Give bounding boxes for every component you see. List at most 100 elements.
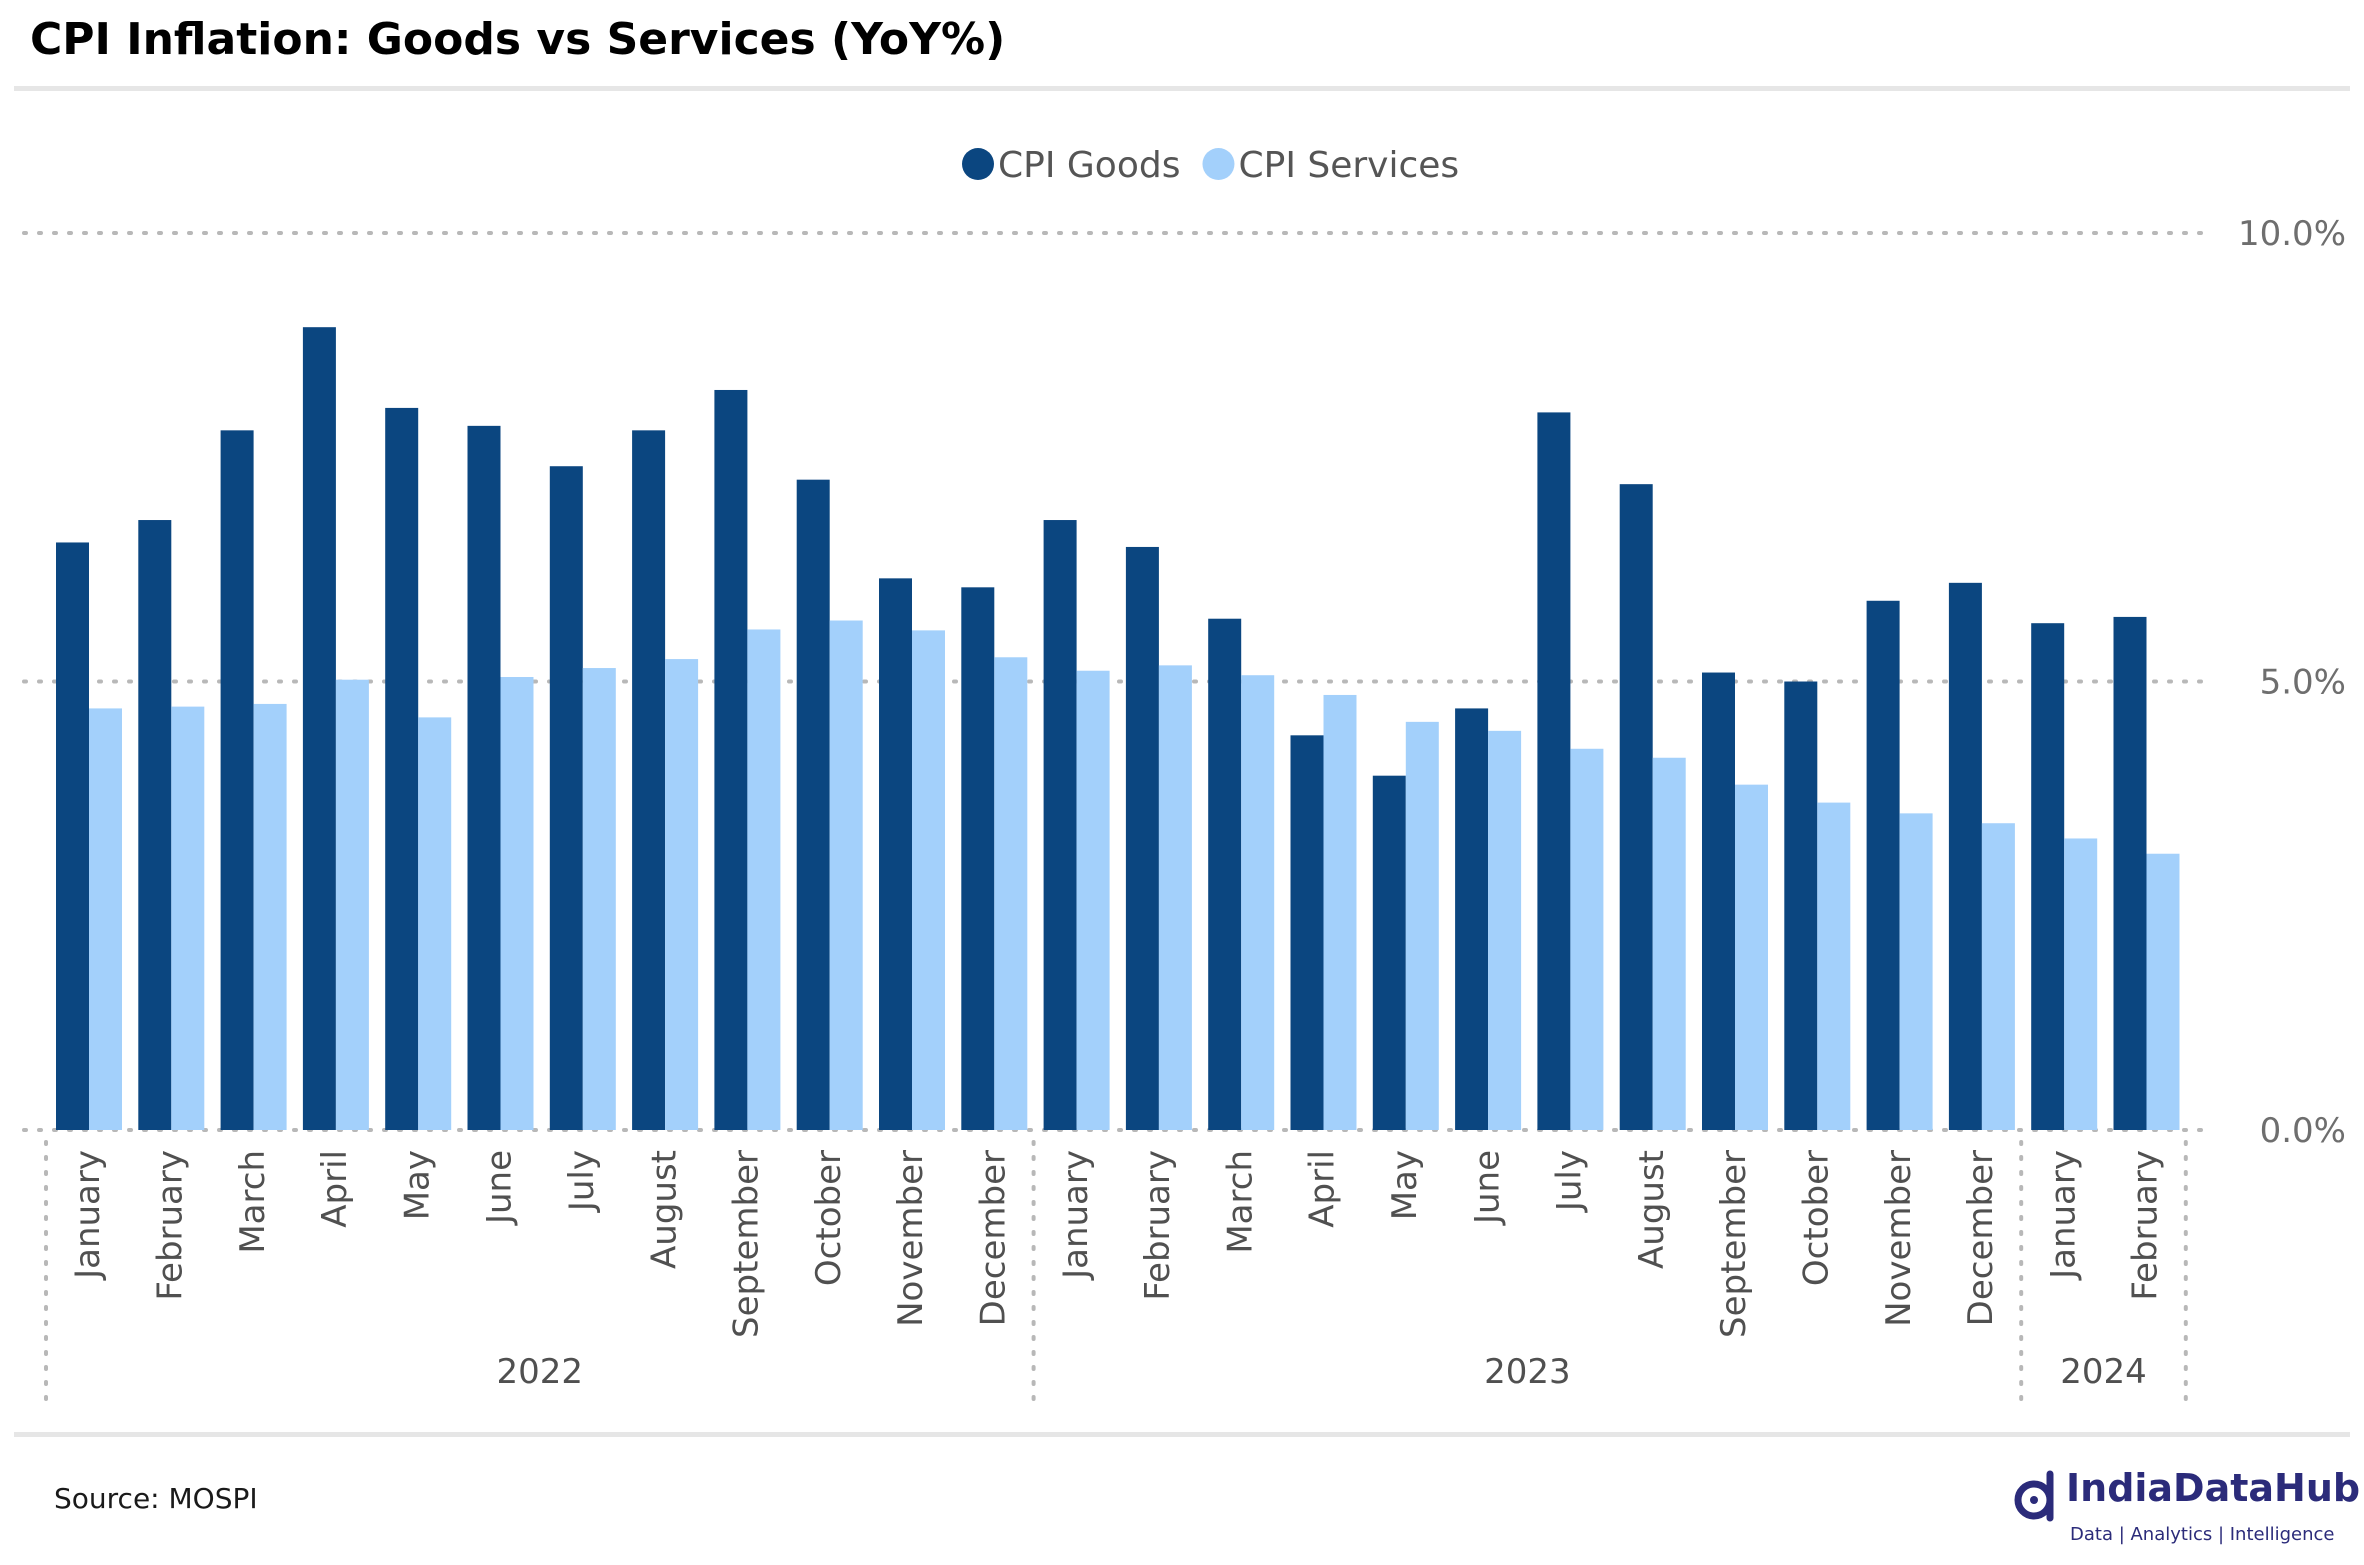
year-group-label: 2023: [1484, 1352, 1571, 1392]
x-axis-year-groups: 2022 2023 2024: [44, 1140, 2188, 1412]
x-tick-label: February: [2126, 1150, 2166, 1301]
source-note: Source: MOSPI: [54, 1482, 258, 1515]
bar-cpi-goods: [2113, 616, 2147, 1130]
bar-cpi-services: [1158, 665, 1192, 1130]
bar-cpi-goods: [1948, 582, 1982, 1130]
bar-cpi-goods: [1619, 484, 1653, 1130]
brand-tagline: Data | Analytics | Intelligence: [2070, 1524, 2335, 1545]
bar-cpi-goods: [220, 430, 254, 1131]
bar-cpi-services: [1323, 694, 1357, 1130]
y-tick-label: 0.0%: [2260, 1111, 2346, 1151]
bar-cpi-goods: [1455, 708, 1489, 1130]
bar-chart: CPI Goods CPI Services 0.0% 5.0% 10.0% Janu…: [22, 145, 2346, 1412]
x-tick-label: May: [397, 1150, 437, 1220]
bar-cpi-goods: [549, 466, 583, 1131]
legend-marker: [962, 148, 994, 180]
bar-cpi-services: [582, 668, 616, 1130]
x-tick-label: November: [1879, 1150, 1919, 1327]
bar-cpi-goods: [1866, 600, 1900, 1130]
bar-cpi-goods: [714, 389, 748, 1131]
brand-logo: IndiaDataHub Data | Analytics | Intellig…: [2010, 1466, 2360, 1552]
brand-name: IndiaDataHub: [2066, 1466, 2361, 1510]
bar-cpi-goods: [796, 479, 830, 1130]
bar-cpi-services: [171, 706, 205, 1130]
bar-cpi-services: [1735, 784, 1768, 1130]
footer-divider: [14, 1432, 2350, 1437]
x-tick-label: April: [1303, 1150, 1343, 1228]
x-tick-label: October: [809, 1150, 849, 1286]
bar-cpi-services: [253, 703, 287, 1130]
bar-cpi-services: [500, 677, 534, 1130]
x-tick-label: January: [68, 1150, 108, 1281]
bar-cpi-goods: [302, 327, 336, 1130]
bar-cpi-services: [2064, 838, 2098, 1130]
x-tick-label: June: [1467, 1150, 1507, 1226]
x-tick-label: August: [1632, 1150, 1672, 1269]
bar-cpi-services: [1981, 823, 2015, 1130]
bar-cpi-services: [2146, 853, 2180, 1130]
bar-cpi-goods: [1043, 520, 1077, 1130]
bar-cpi-services: [335, 679, 369, 1130]
bar-cpi-goods: [1372, 775, 1406, 1130]
x-tick-label: October: [1796, 1150, 1836, 1286]
bar-cpi-services: [829, 620, 863, 1130]
bar-cpi-services: [1570, 748, 1604, 1130]
bar-cpi-goods: [1125, 546, 1159, 1130]
year-group-label: 2024: [2060, 1352, 2147, 1392]
x-tick-label: April: [315, 1150, 355, 1228]
bar-cpi-goods: [961, 587, 995, 1130]
legend-label: CPI Goods: [998, 145, 1180, 186]
x-tick-label: September: [727, 1150, 767, 1338]
x-tick-label: February: [150, 1150, 190, 1301]
bar-cpi-services: [912, 630, 945, 1130]
x-tick-label: July: [1550, 1150, 1590, 1213]
year-group-label: 2022: [497, 1352, 584, 1392]
bar-cpi-services: [1899, 813, 1933, 1130]
x-tick-label: January: [2043, 1150, 2083, 1281]
bar-cpi-goods: [1208, 618, 1242, 1130]
bar-cpi-services: [89, 708, 122, 1130]
y-axis-tick-labels: 0.0% 5.0% 10.0%: [2238, 214, 2346, 1151]
bar-cpi-services: [1076, 670, 1110, 1130]
bar-cpi-goods: [1537, 412, 1571, 1130]
x-tick-label: January: [1056, 1150, 1096, 1281]
y-tick-label: 5.0%: [2260, 663, 2346, 703]
bar-cpi-services: [747, 629, 781, 1130]
bar-cpi-goods: [385, 407, 419, 1130]
bar-cpi-goods: [138, 520, 172, 1130]
bar-cpi-goods: [879, 578, 912, 1130]
bar-cpi-services: [994, 657, 1028, 1130]
x-tick-label: March: [233, 1150, 273, 1254]
x-tick-label: May: [1385, 1150, 1425, 1220]
bar-cpi-services: [1241, 675, 1275, 1130]
legend-marker: [1202, 148, 1235, 180]
bar-cpi-goods: [1702, 672, 1735, 1130]
x-tick-label: June: [480, 1150, 520, 1226]
bar-cpi-services: [1488, 730, 1522, 1130]
x-tick-label: September: [1714, 1150, 1754, 1338]
bar-cpi-goods: [632, 430, 666, 1131]
gridlines: [22, 231, 2212, 1132]
x-axis-tick-labels: January February March April May June July Augu…: [68, 1150, 2166, 1338]
brand-mark-icon: [2014, 1470, 2054, 1522]
bar-cpi-services: [1817, 802, 1851, 1130]
bar-cpi-services: [1652, 757, 1686, 1130]
x-tick-label: November: [891, 1150, 931, 1327]
bar-series: [56, 327, 2180, 1131]
x-tick-label: July: [562, 1150, 602, 1213]
bar-cpi-goods: [467, 425, 501, 1131]
x-tick-label: February: [1138, 1150, 1178, 1301]
y-tick-label: 10.0%: [2238, 214, 2346, 254]
bar-cpi-goods: [1784, 681, 1818, 1130]
x-tick-label: March: [1220, 1150, 1260, 1254]
bar-cpi-goods: [56, 542, 89, 1130]
chart-legend: CPI Goods CPI Services: [962, 145, 1459, 186]
x-tick-label: December: [973, 1150, 1013, 1326]
bar-cpi-services: [418, 717, 452, 1130]
bar-cpi-goods: [1290, 735, 1324, 1130]
x-tick-label: August: [644, 1150, 684, 1269]
bar-cpi-services: [665, 659, 699, 1130]
chart-title: CPI Inflation: Goods vs Services (YoY%): [30, 14, 1006, 65]
bar-cpi-services: [1405, 721, 1439, 1130]
legend-label: CPI Services: [1238, 145, 1459, 186]
